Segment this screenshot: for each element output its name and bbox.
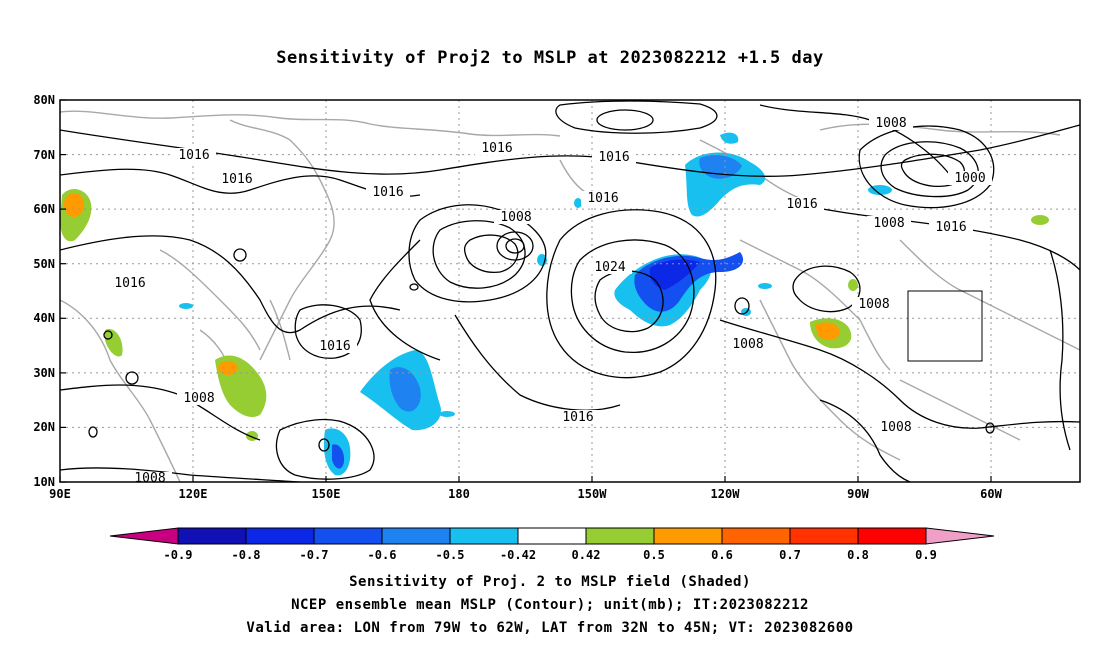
contour-label: 1008 [732,337,763,352]
lat-label: 60N [33,202,55,216]
colorbar-label: -0.42 [500,548,536,562]
contour-label: 1008 [858,297,889,312]
lat-label: 50N [33,257,55,271]
colorbar-label: -0.9 [164,548,193,562]
colorbar-label: 0.9 [915,548,937,562]
contour-label: 1008 [880,420,911,435]
lat-label: 80N [33,93,55,107]
contour-label: 1016 [319,339,350,354]
plot-frame [59,99,1081,483]
colorbar-segment [925,527,995,545]
colorbar-segment [245,527,315,545]
colorbar-label: 0.6 [711,548,733,562]
lon-label: 60W [980,487,1002,501]
contour-labels: 1016 1016 1016 1016 1016 1016 1016 1016 … [108,116,992,486]
colorbar-segment [381,527,451,545]
colorbar-label: -0.6 [368,548,397,562]
colorbar-segment [313,527,383,545]
colorbar: -0.9 -0.8 -0.7 -0.6 -0.5 -0.42 0.42 0.5 … [109,527,995,562]
caption-line-3: Valid area: LON from 79W to 62W, LAT fro… [246,620,854,636]
map-title: Sensitivity of Proj2 to MSLP at 20230822… [276,48,824,68]
contour-label: 1016 [114,276,145,291]
contour-label: 1016 [372,185,403,200]
contour-label: 1008 [183,391,214,406]
colorbar-segment [177,527,247,545]
contour-label: 1016 [562,410,593,425]
latitude-labels: 80N 70N 60N 50N 40N 30N 20N 10N [33,93,55,489]
colorbar-segment [109,527,179,545]
contour-label: 1016 [221,172,252,187]
contour-label: 1016 [587,191,618,206]
contour-label: 1016 [178,148,209,163]
contour-label: 1000 [954,171,985,186]
contour-label: 1024 [594,260,625,275]
contour-label: 1008 [875,116,906,131]
axis-ticks [59,99,992,483]
contour-label: 1008 [500,210,531,225]
contour-label: 1016 [598,150,629,165]
lon-label: 180 [448,487,470,501]
caption-line-1: Sensitivity of Proj. 2 to MSLP field (Sh… [349,574,751,590]
colorbar-segment [789,527,859,545]
colorbar-segment [653,527,723,545]
contour-label: 1016 [786,197,817,212]
lat-label: 20N [33,420,55,434]
colorbar-label: 0.8 [847,548,869,562]
colorbar-label: 0.42 [572,548,601,562]
colorbar-label: 0.5 [643,548,665,562]
colorbar-segment [449,527,519,545]
colorbar-label: -0.7 [300,548,329,562]
lat-label: 10N [33,475,55,489]
lat-label: 40N [33,311,55,325]
lon-label: 120W [711,487,741,501]
colorbar-label: -0.8 [232,548,261,562]
contour-label: 1008 [134,471,165,486]
lon-label: 150E [312,487,341,501]
colorbar-label: -0.5 [436,548,465,562]
contour-label: 1008 [873,216,904,231]
lon-label: 90E [49,487,71,501]
lon-label: 120E [179,487,208,501]
contour-label: 1016 [481,141,512,156]
colorbar-segment [857,527,927,545]
longitude-labels: 90E 120E 150E 180 150W 120W 90W 60W [49,487,1002,501]
lat-label: 30N [33,366,55,380]
colorbar-segment [517,527,587,545]
caption-line-2: NCEP ensemble mean MSLP (Contour); unit(… [291,597,809,613]
colorbar-label: 0.7 [779,548,801,562]
lon-label: 150W [578,487,608,501]
valid-area-box [907,290,983,362]
colorbar-segment [585,527,655,545]
lon-label: 90W [847,487,869,501]
contour-label: 1016 [935,220,966,235]
colorbar-segment [721,527,791,545]
gridlines [60,100,1080,482]
lat-label: 70N [33,148,55,162]
